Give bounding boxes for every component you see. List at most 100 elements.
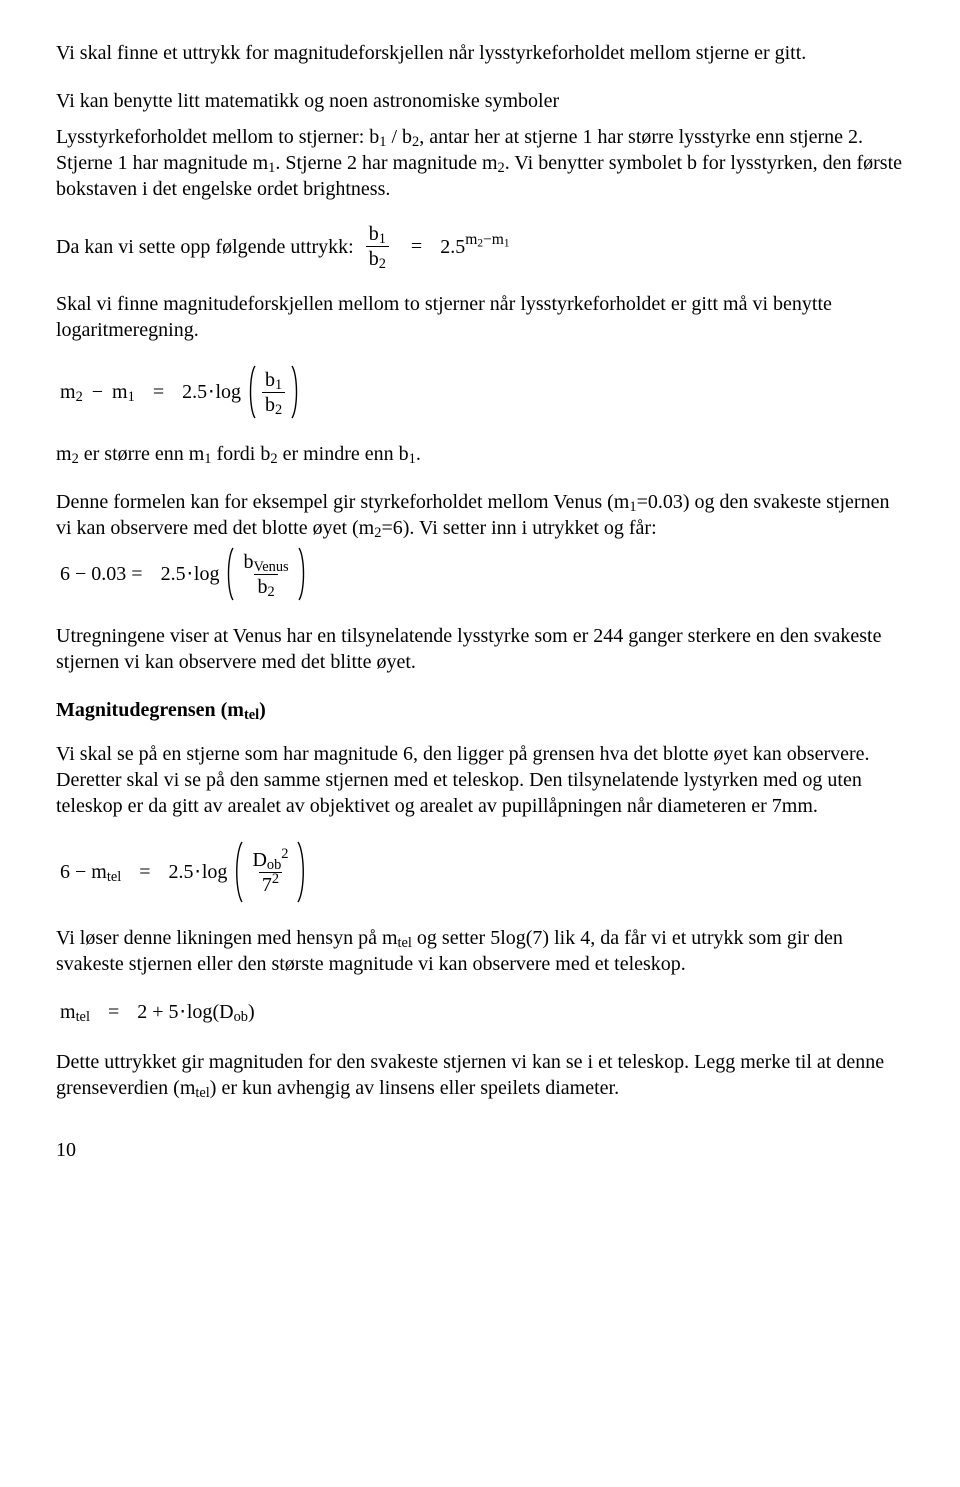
var: m bbox=[60, 381, 76, 403]
subscript: 1 bbox=[275, 377, 282, 393]
coef: 2.5 bbox=[182, 381, 207, 403]
subscript: tel bbox=[107, 869, 121, 885]
paragraph-conclusion: Dette uttrykket gir magnituden for den s… bbox=[56, 1049, 904, 1101]
left-paren-icon bbox=[224, 547, 236, 601]
text: er større enn m bbox=[79, 443, 205, 465]
subscript: tel bbox=[76, 1009, 90, 1025]
equals: = bbox=[411, 236, 422, 258]
lhs: 6 − m bbox=[60, 861, 107, 883]
const: 2 + 5 bbox=[137, 1001, 178, 1023]
paragraph-m2-greater: m2 er større enn m1 fordi b2 er mindre e… bbox=[56, 441, 904, 467]
denominator: b bbox=[257, 576, 267, 598]
formula-magnitude-diff: m2 − m1 = 2.5⋅log b1 b2 bbox=[60, 365, 904, 419]
dot: ⋅ bbox=[186, 563, 194, 585]
subscript: 1 bbox=[379, 231, 386, 247]
text: Vi skal finne et uttrykk for magnitudefo… bbox=[56, 42, 806, 64]
text: / b bbox=[386, 126, 412, 148]
fraction: bVenus b2 bbox=[240, 552, 291, 597]
denominator: b bbox=[265, 394, 275, 416]
text: Utregningene viser at Venus har en tilsy… bbox=[56, 625, 881, 673]
paragraph-log-intro: Skal vi finne magnitudeforskjellen mello… bbox=[56, 291, 904, 343]
numerator-base: D bbox=[252, 849, 266, 871]
text: Denne formelen kan for eksempel gir styr… bbox=[56, 491, 629, 513]
minus: − bbox=[92, 381, 103, 403]
base: 2.5 bbox=[440, 236, 465, 258]
log: log bbox=[215, 381, 241, 403]
subscript: 1 bbox=[629, 499, 636, 515]
superscript: 2 bbox=[272, 871, 279, 887]
formula-lead-text: Da kan vi sette opp følgende uttrykk: bbox=[56, 234, 354, 260]
text: Vi kan benytte litt matematikk og noen a… bbox=[56, 90, 559, 112]
text: Skal vi finne magnitudeforskjellen mello… bbox=[56, 293, 832, 341]
formula-ratio: Da kan vi sette opp følgende uttrykk: b1… bbox=[56, 224, 904, 269]
fraction: b1 b2 bbox=[262, 370, 285, 415]
equals: = bbox=[153, 381, 164, 403]
formula-telescope-areas: 6 − mtel = 2.5⋅log Dob2 72 bbox=[60, 841, 904, 903]
subscript: 1 bbox=[409, 451, 416, 467]
subscript: tel bbox=[195, 1085, 209, 1101]
subscript: 2 bbox=[76, 389, 83, 405]
text: . Stjerne 2 har magnitude m bbox=[275, 152, 497, 174]
coef: 2.5 bbox=[161, 563, 186, 585]
paren-group: b1 b2 bbox=[246, 365, 301, 419]
heading-text: ) bbox=[259, 699, 266, 721]
equals: = bbox=[139, 861, 150, 883]
paragraph-venus-result: Utregningene viser at Venus har en tilsy… bbox=[56, 623, 904, 675]
coef: 2.5 bbox=[169, 861, 194, 883]
arg: D bbox=[219, 1001, 233, 1023]
paren-group: bVenus b2 bbox=[224, 547, 307, 601]
exponent: m2−m1 bbox=[465, 231, 509, 248]
text: Vi løser denne likningen med hensyn på m bbox=[56, 927, 398, 949]
formula-body: b1 b2 = 2.5m2−m1 bbox=[362, 224, 510, 269]
lhs: 6 − 0.03 bbox=[60, 563, 126, 585]
left-paren-icon bbox=[246, 365, 258, 419]
superscript: 2 bbox=[281, 846, 288, 862]
paragraph-definitions: Lysstyrkeforholdet mellom to stjerner: b… bbox=[56, 124, 904, 202]
formula-body: 6 − 0.03 = 2.5⋅log bVenus b2 bbox=[60, 547, 308, 601]
text: er mindre enn b bbox=[278, 443, 409, 465]
subscript: tel bbox=[244, 707, 259, 723]
denominator: b bbox=[369, 248, 379, 270]
dot: ⋅ bbox=[194, 861, 202, 883]
paren-group: Dob2 72 bbox=[232, 841, 308, 903]
text: ) er kun avhengig av linsens eller speil… bbox=[210, 1077, 619, 1099]
formula-body: mtel = 2 + 5⋅log(Dob) bbox=[60, 999, 255, 1025]
log: log bbox=[194, 563, 220, 585]
paragraph-intro: Vi skal finne et uttrykk for magnitudefo… bbox=[56, 40, 904, 66]
heading-text: Magnitudegrensen (m bbox=[56, 699, 244, 721]
subscript: tel bbox=[398, 935, 412, 951]
log: log bbox=[202, 861, 228, 883]
numerator: b bbox=[369, 223, 379, 245]
document-page: Vi skal finne et uttrykk for magnitudefo… bbox=[0, 0, 960, 1487]
subscript: 2 bbox=[72, 451, 79, 467]
equals: = bbox=[131, 563, 142, 585]
paragraph-venus-example: Denne formelen kan for eksempel gir styr… bbox=[56, 489, 904, 541]
numerator: b bbox=[265, 369, 275, 391]
text: m bbox=[56, 443, 72, 465]
log: log bbox=[187, 1001, 213, 1023]
equals: = bbox=[108, 1001, 119, 1023]
subscript: 2 bbox=[498, 160, 505, 176]
right-paren-icon bbox=[295, 841, 308, 903]
left-paren-icon bbox=[232, 841, 245, 903]
subscript: ob bbox=[234, 1009, 248, 1025]
denominator-base: 7 bbox=[262, 874, 272, 896]
subscript: 2 bbox=[267, 584, 274, 600]
page-number: 10 bbox=[56, 1137, 904, 1163]
paragraph-math-intro: Vi kan benytte litt matematikk og noen a… bbox=[56, 88, 904, 114]
text: Vi skal se på en stjerne som har magnitu… bbox=[56, 743, 870, 817]
var: m bbox=[112, 381, 128, 403]
formula-mtel: mtel = 2 + 5⋅log(Dob) bbox=[60, 999, 904, 1025]
numerator: b bbox=[243, 551, 253, 573]
subscript: 2 bbox=[379, 256, 386, 272]
right-paren: ) bbox=[248, 1001, 255, 1023]
formula-body: 6 − mtel = 2.5⋅log Dob2 72 bbox=[60, 841, 308, 903]
subscript: 2 bbox=[270, 451, 277, 467]
fraction: b1 b2 bbox=[366, 224, 389, 269]
text: =6). Vi setter inn i utrykket og får: bbox=[381, 517, 656, 539]
subscript: 1 bbox=[128, 389, 135, 405]
formula-body: m2 − m1 = 2.5⋅log b1 b2 bbox=[60, 365, 301, 419]
text: Lysstyrkeforholdet mellom to stjerner: b bbox=[56, 126, 379, 148]
text: fordi b bbox=[211, 443, 270, 465]
fraction: Dob2 72 bbox=[249, 850, 291, 895]
